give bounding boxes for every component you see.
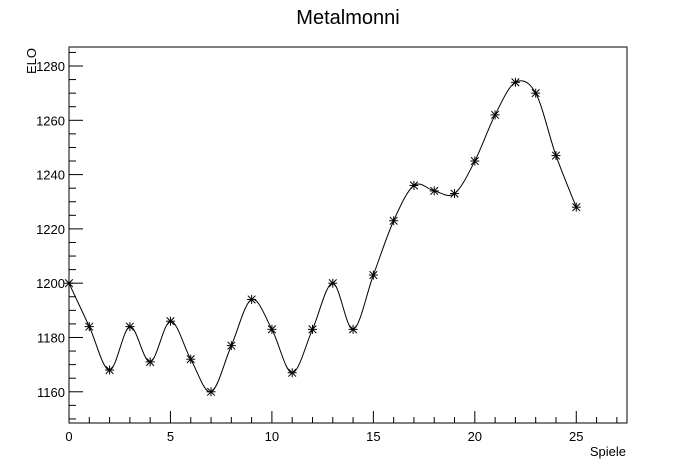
data-point (571, 202, 581, 212)
y-tick-label: 1240 (36, 168, 65, 183)
data-point (247, 294, 257, 304)
data-point (226, 341, 236, 351)
chart-title: Metalmonni (296, 7, 399, 29)
data-point (145, 357, 155, 367)
x-tick-label: 10 (265, 429, 279, 444)
data-point (531, 88, 541, 98)
x-tick-label: 5 (167, 429, 174, 444)
data-point (84, 322, 94, 332)
data-point (348, 324, 358, 334)
data-point (206, 387, 216, 397)
y-tick-label: 1280 (36, 59, 65, 74)
data-point (165, 316, 175, 326)
data-point (287, 368, 297, 378)
series-markers (64, 77, 581, 397)
y-tick-label: 1180 (37, 330, 65, 345)
data-point (490, 110, 500, 120)
data-point (510, 77, 520, 87)
x-tick-label: 0 (65, 429, 72, 444)
data-point (328, 278, 338, 288)
data-point (470, 156, 480, 166)
data-point (450, 189, 460, 199)
y-tick-label: 1220 (36, 222, 65, 237)
data-point (389, 216, 399, 226)
data-point (551, 151, 561, 161)
data-point (186, 354, 196, 364)
data-point (125, 322, 135, 332)
y-axis-label: ELO (24, 48, 39, 74)
data-point (307, 324, 317, 334)
plot-frame (68, 46, 628, 424)
x-tick-label: 20 (468, 429, 482, 444)
data-point (368, 270, 378, 280)
data-point (105, 365, 115, 375)
data-point (429, 186, 439, 196)
y-tick-label: 1260 (36, 113, 65, 128)
y-tick-label: 1200 (36, 276, 65, 291)
x-axis-label: Spiele (590, 444, 626, 459)
data-point (267, 324, 277, 334)
series-line (68, 80, 577, 393)
x-tick-label: 15 (366, 429, 380, 444)
data-point (409, 180, 419, 190)
axes: 0 5 10 15 20 25 1160 1180 1200 1220 1240 1260 1280 (36, 51, 618, 444)
y-tick-label: 1160 (37, 385, 65, 400)
data-point (64, 278, 74, 288)
x-tick-label: 25 (569, 429, 583, 444)
